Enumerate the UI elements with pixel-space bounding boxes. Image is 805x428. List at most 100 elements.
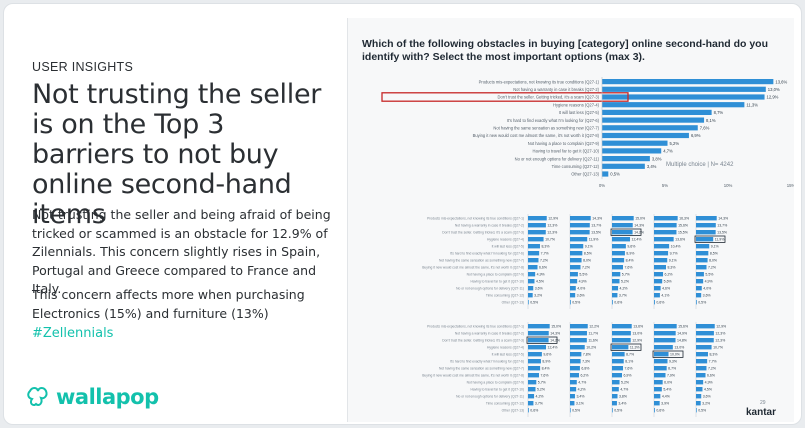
mini-bar-value: 4,6% — [662, 287, 670, 291]
mini-bar — [696, 359, 708, 364]
mini-bar — [570, 345, 585, 350]
bar — [602, 140, 668, 146]
bar-value-label: 7,6% — [700, 126, 710, 131]
mini-category-label: Not having a warranty in case it breaks … — [455, 332, 524, 336]
mini-bar — [528, 251, 540, 256]
mini-bar-value: 7,7% — [541, 252, 549, 256]
mini-bar-value: 3,9% — [661, 402, 669, 406]
mini-bar-value: 0,6% — [656, 301, 664, 305]
mini-bar-value: 0,6% — [530, 409, 538, 413]
mini-bar-value: 10,4% — [671, 245, 681, 249]
mini-bar — [528, 338, 549, 343]
mini-bar — [612, 279, 620, 284]
mini-bar-value: 7,3% — [582, 360, 590, 364]
mini-bar — [612, 394, 618, 399]
mini-bar — [612, 408, 613, 413]
mini-bar-value: 4,2% — [620, 287, 628, 291]
mini-bar-value: 7,2% — [540, 259, 548, 263]
bar — [602, 117, 705, 123]
mini-bar — [528, 272, 536, 277]
bar — [602, 109, 712, 115]
mini-bar-value: 4,5% — [536, 280, 544, 284]
mini-category-label: Hygiene reasons (Q27-4) — [487, 238, 524, 242]
mini-bar-value: 3,2% — [534, 294, 542, 298]
mini-bar-value: 6,6% — [539, 266, 547, 270]
bar-category-label: Not having a warranty in case it breaks … — [513, 87, 599, 92]
mini-category-label: Time consuming (Q27-12) — [486, 402, 524, 406]
mini-category-label: Not having a warranty in case it breaks … — [455, 224, 524, 228]
mini-bar — [570, 272, 578, 277]
mini-bar-value: 4,9% — [537, 273, 545, 277]
mini-bar — [570, 352, 582, 357]
x-tick-label: 10% — [724, 183, 733, 188]
mini-bar-value: 3,6% — [535, 287, 543, 291]
wallapop-logo-text: wallapop — [56, 385, 159, 409]
mini-bar-value: 4,2% — [578, 388, 586, 392]
mini-bar — [570, 237, 588, 242]
mini-bar-value: 0,5% — [572, 301, 580, 305]
bar-value-label: 13,6% — [775, 79, 787, 84]
mini-bar — [654, 408, 655, 413]
mini-bar-value: 14,3% — [718, 217, 728, 221]
mini-bar — [570, 366, 580, 371]
mini-bar-value: 13,7% — [717, 224, 727, 228]
bar-value-label: 5,2% — [670, 141, 680, 146]
bar-category-label: Buying it new would cost me almost the s… — [473, 133, 600, 138]
bar — [602, 79, 774, 85]
mini-bar — [528, 352, 542, 357]
mini-bar — [570, 223, 590, 228]
bar-category-label: Not having the same sensation as somethi… — [493, 126, 599, 131]
mini-highlight-box — [610, 343, 642, 351]
mini-bar-value: 14,2% — [550, 339, 560, 343]
mini-bar — [528, 401, 534, 406]
insight-paragraph: Not trusting the seller and being afraid… — [32, 207, 331, 297]
bar-value-label: 8,1% — [706, 118, 716, 123]
mini-bar-value: 5,7% — [622, 273, 630, 277]
mini-bar — [528, 394, 535, 399]
mini-bar — [528, 265, 538, 270]
mini-bar — [570, 373, 580, 378]
mini-category-label: Other (Q27-13) — [502, 409, 524, 413]
bar-category-label: Products mis-expectations, not knowing i… — [479, 79, 600, 84]
mini-bar-value: 4,5% — [704, 388, 712, 392]
mini-bar-value: 7,6% — [625, 266, 633, 270]
mini-bar — [654, 324, 677, 329]
mini-bar — [570, 401, 575, 406]
mini-bar-value: 13,6% — [633, 325, 643, 329]
mini-bar — [612, 237, 631, 242]
report-charts: Products mis-expectations, not knowing i… — [381, 77, 794, 418]
mini-bar — [528, 300, 529, 305]
bar-category-label: It will last less (Q27-5) — [559, 110, 600, 115]
mini-category-label: Not having the same sensation as somethi… — [439, 367, 524, 371]
mini-bar — [612, 251, 625, 256]
mini-bar — [696, 401, 701, 406]
mini-bar — [570, 324, 588, 329]
mini-bar-value: 8,0% — [709, 259, 717, 263]
mini-bar-value: 13,5% — [717, 231, 727, 235]
mini-bar-value: 5,5% — [705, 273, 713, 277]
bar — [602, 102, 745, 108]
bar — [602, 86, 766, 92]
mini-category-label: Hygiene reasons (Q27-4) — [487, 346, 524, 350]
hashtag[interactable]: #Zellennials — [32, 326, 114, 341]
mini-bar — [696, 352, 708, 357]
mini-category-label: Having to travel far to get it (Q27-10) — [470, 280, 524, 284]
mini-bar-value: 12,4% — [548, 346, 558, 350]
mini-bar — [570, 286, 576, 291]
mini-bar — [654, 366, 667, 371]
breakdown-charts: 12,9% 12,3% 12,3% 10,7% 8,3% 7,7% 7,2% 6,6% 4,9%… — [422, 214, 728, 417]
sample-note: Multiple choice | N= 4242 — [666, 162, 734, 168]
mini-bar-value: 12,9% — [548, 217, 558, 221]
mini-bar — [528, 286, 534, 291]
bar-category-label: Other (Q27-13) — [571, 172, 599, 177]
mini-bar-value: 7,2% — [708, 266, 716, 270]
mini-bar — [528, 324, 550, 329]
mini-bar-value: 9,6% — [543, 353, 551, 357]
mini-bar — [570, 251, 583, 256]
mini-bar-value: 7,9% — [667, 374, 675, 378]
mini-bar — [696, 279, 704, 284]
mini-category-label: Don't trust the seller. Getting tricked,… — [442, 339, 524, 343]
mini-bar — [612, 293, 618, 298]
mini-bar — [696, 345, 712, 350]
mini-bar — [612, 387, 619, 392]
